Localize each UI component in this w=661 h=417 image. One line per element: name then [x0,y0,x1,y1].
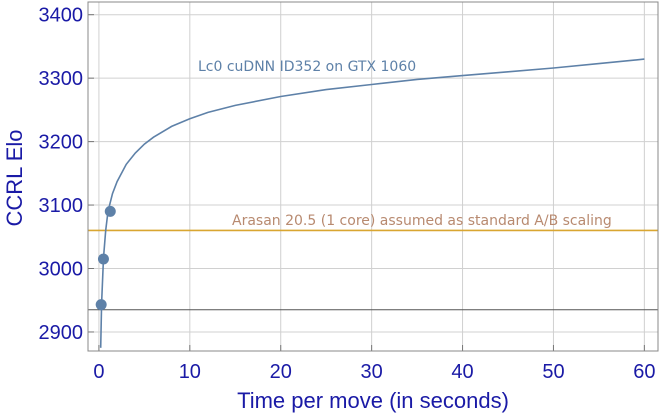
reference-lines [88,229,658,311]
series-label: Lc0 cuDNN ID352 on GTX 1060 [198,59,416,75]
arasan-label: Arasan 20.5 (1 core) assumed as standard… [232,213,612,229]
x-tick-label: 40 [451,361,473,383]
tick-labels: 0 10 20 30 40 50 60 2900 3000 3100 3200 3300 3400 [39,5,656,383]
y-tick-label: 3400 [39,5,84,27]
data-point [97,253,109,265]
y-tick-label: 3100 [39,195,84,217]
series-line [99,58,645,348]
x-tick-label: 30 [361,361,383,383]
data-point [104,205,116,217]
x-tick-label: 0 [93,361,104,383]
y-tick-label: 3000 [39,259,84,281]
x-axis-title: Time per move (in seconds) [237,388,509,413]
y-tick-label: 3300 [39,68,84,90]
grid-lines [88,2,658,351]
plot-frame [87,1,659,352]
y-axis-title: CCRL Elo [2,130,27,227]
x-tick-label: 50 [542,361,564,383]
data-point [95,299,107,311]
y-tick-label: 3200 [39,132,84,154]
x-tick-label: 10 [179,361,201,383]
y-tick-label: 2900 [39,322,84,344]
x-tick-label: 60 [633,361,655,383]
x-tick-label: 20 [270,361,292,383]
data-points [95,205,116,311]
